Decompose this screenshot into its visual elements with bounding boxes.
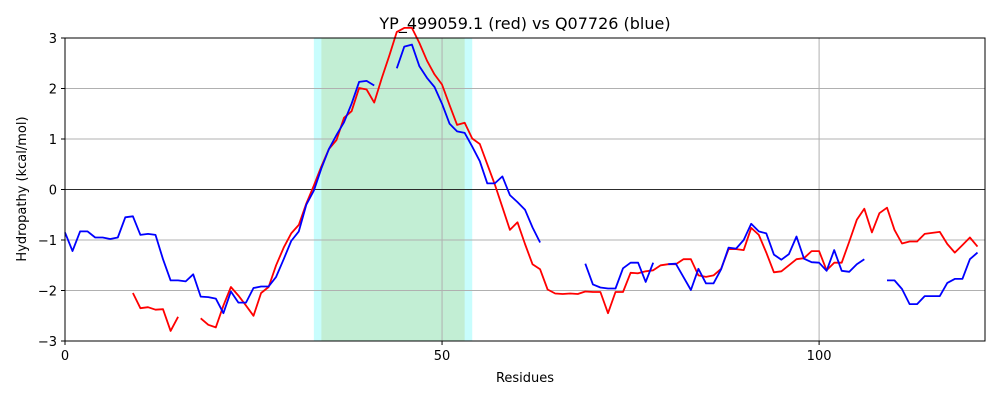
y-tick-label: 2 bbox=[49, 83, 57, 98]
series-1-segment-0 bbox=[64, 80, 375, 315]
y-tick-label: −1 bbox=[38, 234, 57, 249]
x-tick-label: 0 bbox=[61, 349, 69, 364]
y-tick-label: 3 bbox=[49, 32, 57, 47]
y-tick-label: −2 bbox=[38, 285, 57, 300]
series-lines bbox=[64, 26, 979, 332]
series-1-segment-2 bbox=[584, 261, 655, 290]
x-tick-label: 100 bbox=[807, 349, 832, 364]
y-tick-label: 0 bbox=[49, 184, 57, 199]
y-axis-label: Hydropathy (kcal/mol) bbox=[15, 116, 30, 261]
axis-ticks: 0 50 100 −3 −2 −1 0 1 2 3 bbox=[38, 32, 832, 364]
series-0-segment-0 bbox=[132, 292, 179, 332]
series-1-segment-3 bbox=[668, 222, 865, 291]
series-1-segment-1 bbox=[395, 43, 541, 243]
series-1-segment-4 bbox=[887, 251, 979, 306]
y-tick-label: 1 bbox=[49, 133, 57, 148]
y-tick-label: −3 bbox=[38, 335, 57, 350]
x-tick-label: 50 bbox=[434, 349, 451, 364]
x-axis-label: Residues bbox=[496, 371, 554, 386]
chart-title: YP_499059.1 (red) vs Q07726 (blue) bbox=[378, 14, 670, 34]
grid bbox=[64, 37, 985, 342]
